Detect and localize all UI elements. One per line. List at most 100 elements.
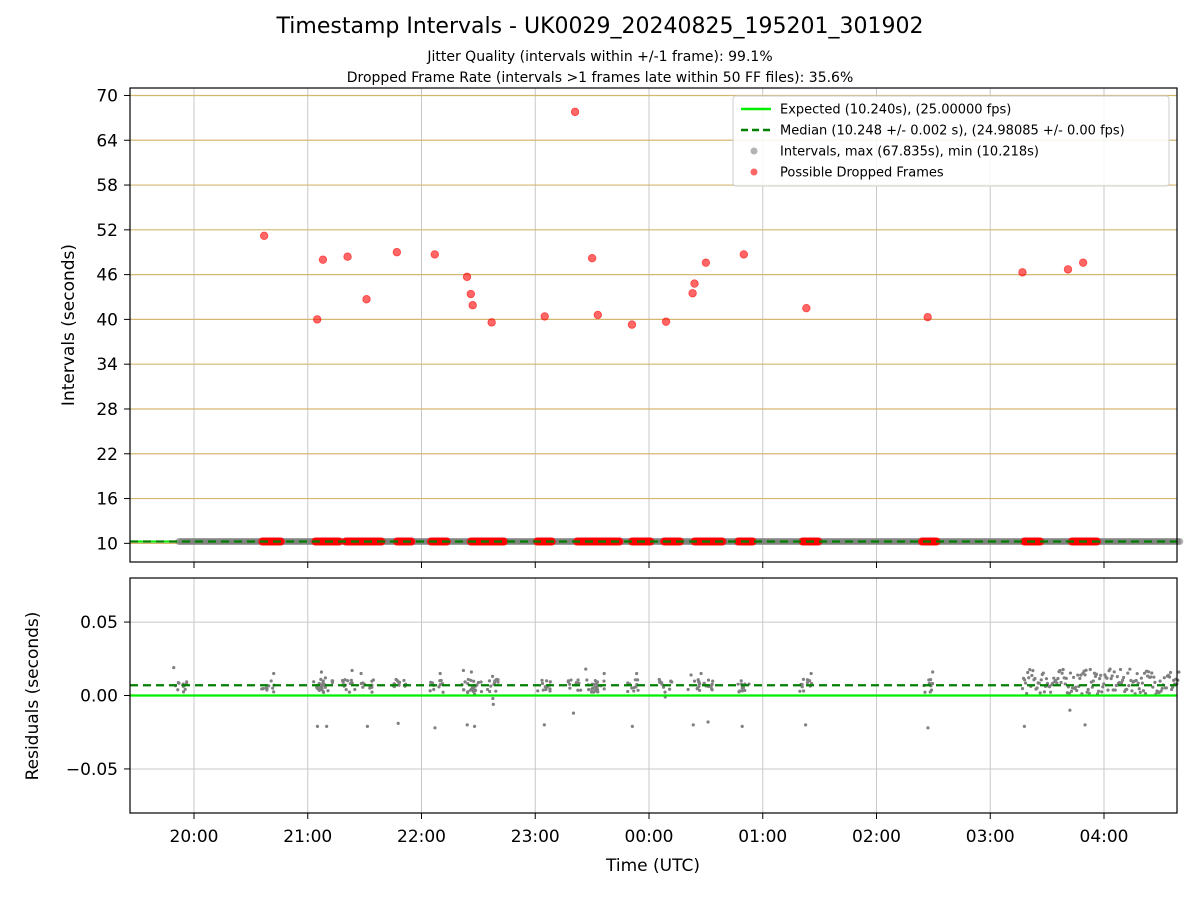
top-y-tick-label: 52 bbox=[96, 221, 118, 241]
residual-point bbox=[269, 679, 273, 683]
residual-point bbox=[438, 679, 442, 683]
dropped-frame-outlier bbox=[362, 295, 371, 304]
residual-point bbox=[1064, 676, 1068, 680]
residual-point bbox=[1105, 676, 1109, 680]
residual-point bbox=[1052, 676, 1056, 680]
residual-point bbox=[805, 678, 810, 682]
bottom-panel-axes: 20:00 21:00 22:00 23:00 00:00 01:00 02:00 03:00… bbox=[66, 613, 1129, 847]
dropped-frame-outlier bbox=[259, 231, 269, 240]
residual-point bbox=[1130, 689, 1134, 693]
residual-point bbox=[1035, 686, 1039, 690]
residual-point bbox=[1037, 681, 1041, 685]
residual-point bbox=[326, 689, 330, 693]
residual-point bbox=[396, 721, 400, 726]
residual-point bbox=[343, 678, 347, 682]
top-y-tick-label: 40 bbox=[96, 310, 118, 330]
residual-point bbox=[1118, 667, 1123, 672]
top-y-axis-label: Intervals (seconds) bbox=[59, 244, 79, 406]
residual-point bbox=[1136, 681, 1140, 685]
residual-point bbox=[540, 681, 545, 686]
residual-point bbox=[479, 680, 483, 684]
residual-point bbox=[1102, 682, 1106, 686]
residual-point bbox=[800, 685, 804, 689]
residual-point bbox=[466, 690, 470, 695]
residual-point bbox=[428, 689, 432, 693]
residual-point bbox=[595, 680, 599, 684]
residual-point bbox=[491, 702, 495, 706]
residual-point bbox=[347, 690, 352, 694]
residual-point bbox=[1041, 671, 1045, 675]
residual-point bbox=[321, 681, 325, 685]
residual-point bbox=[272, 671, 276, 676]
residual-point bbox=[1128, 667, 1132, 671]
residual-point bbox=[711, 679, 715, 683]
residual-point bbox=[471, 689, 475, 693]
residual-point bbox=[1162, 676, 1166, 680]
residual-point bbox=[1051, 681, 1055, 685]
legend: Expected (10.240s), (25.00000 fps) Median… bbox=[732, 95, 1170, 187]
residual-point bbox=[438, 683, 442, 687]
residual-point bbox=[1125, 687, 1129, 692]
residual-point bbox=[1122, 675, 1126, 680]
top-y-tick-label: 16 bbox=[96, 490, 118, 510]
top-y-tick-label: 10 bbox=[96, 534, 118, 554]
residual-point bbox=[1159, 689, 1163, 693]
residual-point bbox=[496, 680, 500, 684]
residual-point bbox=[1084, 668, 1088, 672]
dropped-frame-point bbox=[407, 537, 416, 546]
residual-point bbox=[260, 687, 264, 691]
residual-point bbox=[569, 678, 573, 682]
residual-point bbox=[476, 680, 481, 685]
residual-point bbox=[743, 688, 747, 693]
residual-point bbox=[548, 680, 552, 684]
x-tick-label: 03:00 bbox=[966, 827, 1015, 847]
residual-point bbox=[1025, 691, 1029, 696]
residual-point bbox=[1068, 671, 1073, 675]
residual-point bbox=[576, 678, 580, 682]
residual-point bbox=[1069, 689, 1074, 693]
residual-point bbox=[691, 723, 695, 727]
residual-point bbox=[491, 696, 495, 701]
dropped-frame-outlier bbox=[313, 315, 322, 324]
residual-point bbox=[325, 724, 329, 728]
x-axis-label: Time (UTC) bbox=[605, 856, 700, 876]
dropped-frame-outlier bbox=[343, 252, 352, 261]
top-y-tick-label: 34 bbox=[96, 355, 118, 375]
residual-point bbox=[1120, 678, 1125, 682]
residual-point bbox=[1061, 667, 1065, 672]
residual-point bbox=[488, 689, 492, 694]
residual-point bbox=[1067, 691, 1072, 695]
legend-label: Intervals, max (67.835s), min (10.218s) bbox=[780, 145, 1039, 160]
residual-point bbox=[1108, 667, 1112, 671]
bottom-y-tick-label: 0.05 bbox=[80, 613, 118, 633]
legend-label: Median (10.248 +/- 0.002 s), (24.98085 +… bbox=[780, 124, 1125, 139]
residual-point bbox=[320, 684, 324, 689]
residual-point bbox=[579, 688, 583, 692]
residual-point bbox=[350, 681, 354, 685]
interval-point bbox=[1176, 537, 1184, 545]
dropped-frame-point bbox=[615, 537, 624, 546]
residual-point bbox=[1134, 678, 1138, 683]
residual-point bbox=[739, 679, 743, 683]
residual-point bbox=[1088, 667, 1092, 672]
dropped-frame-outlier bbox=[468, 301, 477, 310]
residual-point bbox=[1137, 687, 1141, 691]
residual-point bbox=[568, 682, 572, 686]
residual-point bbox=[602, 687, 606, 691]
residual-point bbox=[368, 686, 372, 690]
residual-point bbox=[668, 687, 672, 691]
bottom-y-tick-label: 0.00 bbox=[80, 687, 118, 707]
dropped-frame-outlier bbox=[466, 289, 475, 299]
residual-point bbox=[636, 678, 640, 682]
dropped-frame-outlier bbox=[802, 304, 811, 313]
residual-point bbox=[1112, 670, 1116, 674]
residual-point bbox=[264, 686, 268, 690]
residual-point bbox=[595, 687, 600, 692]
residual-point bbox=[177, 681, 181, 685]
residual-point bbox=[1153, 680, 1157, 684]
residual-point bbox=[371, 678, 376, 682]
residual-point bbox=[1164, 686, 1168, 690]
residual-point bbox=[315, 724, 320, 728]
residual-point bbox=[361, 685, 365, 689]
